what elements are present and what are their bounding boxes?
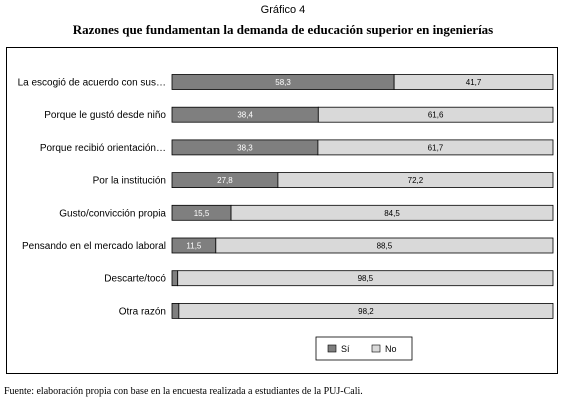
chart-frame: [6, 47, 558, 374]
legend-label-si: Sí: [341, 344, 350, 354]
legend-box: [315, 336, 413, 361]
data-label: 98,5: [358, 274, 374, 283]
data-label: 41,7: [466, 78, 482, 87]
category-label: Porque recibió orientación…: [40, 143, 166, 154]
bar-si: [171, 302, 180, 319]
category-label: Por la institución: [93, 176, 166, 187]
figure-label: Gráfico 4: [260, 4, 306, 16]
data-label: 84,5: [384, 209, 400, 218]
data-label: 38,4: [237, 111, 253, 120]
bar-no: [215, 237, 554, 254]
source-note: Fuente: elaboración propia con base en l…: [4, 386, 363, 397]
data-label: 11,5: [186, 242, 202, 251]
bar-no: [178, 302, 554, 319]
bar-no: [230, 204, 554, 221]
chart-title: Razones que fundamentan la demanda de ed…: [72, 22, 494, 37]
legend-swatch-si: [327, 344, 337, 353]
data-label: 61,7: [428, 143, 444, 152]
data-label: 15,5: [194, 209, 210, 218]
bar-no: [317, 106, 554, 123]
category-label: La escogió de acuerdo con sus…: [18, 78, 166, 89]
data-label: 61,6: [428, 111, 444, 120]
category-label: Gusto/convicción propia: [59, 208, 166, 219]
data-label: 98,2: [358, 307, 374, 316]
data-label: 72,2: [408, 176, 424, 185]
data-label: 38,3: [237, 143, 253, 152]
category-label: Otra razón: [119, 306, 166, 317]
category-label: Porque le gustó desde niño: [44, 110, 166, 121]
data-label: 27,8: [217, 176, 233, 185]
bar-no: [177, 270, 554, 287]
category-label: Descarte/tocó: [104, 274, 166, 285]
legend-label-no: No: [385, 344, 397, 354]
category-label: Pensando en el mercado laboral: [22, 241, 166, 252]
bar-no: [317, 139, 554, 156]
bar-si: [171, 270, 179, 287]
data-label: 58,3: [275, 78, 291, 87]
data-label: 88,5: [377, 242, 393, 251]
bar-no: [277, 172, 554, 189]
bar-no: [393, 74, 554, 90]
legend-swatch-no: [371, 344, 381, 353]
